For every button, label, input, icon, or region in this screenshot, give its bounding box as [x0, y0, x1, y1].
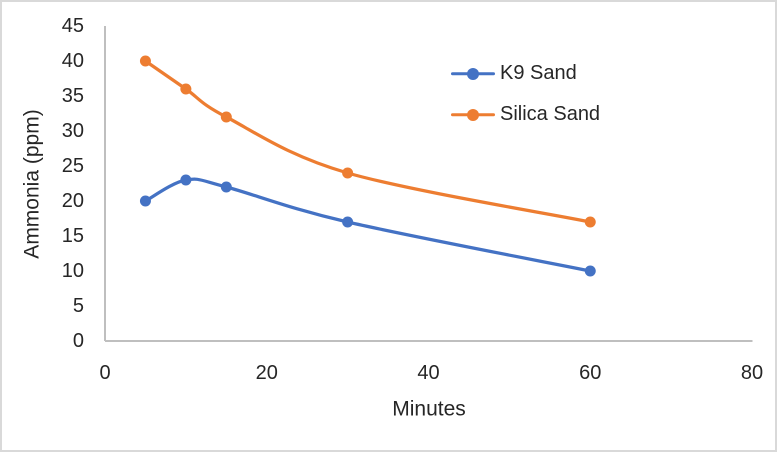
y-tick-label: 40 [62, 50, 84, 72]
legend-label: K9 Sand [500, 62, 577, 84]
x-tick-label: 60 [579, 362, 601, 384]
legend-item-silica-sand: Silica Sand [451, 100, 600, 129]
data-point-marker-k9-sand [180, 174, 192, 186]
y-tick-label: 5 [73, 295, 84, 317]
x-tick-label: 80 [741, 362, 763, 384]
data-point-marker-silica-sand [584, 216, 596, 228]
legend-label: Silica Sand [500, 103, 601, 125]
y-tick-label: 10 [62, 260, 84, 282]
x-tick-label: 20 [256, 362, 278, 384]
legend-item-k9-sand: K9 Sand [451, 59, 600, 88]
data-point-marker-silica-sand [139, 55, 151, 67]
y-tick-label: 35 [62, 85, 84, 107]
x-tick-label: 40 [417, 362, 439, 384]
y-tick-label: 45 [62, 15, 84, 37]
data-point-marker-silica-sand [220, 111, 232, 123]
series-line-k9-sand [143, 177, 592, 273]
y-tick-label: 30 [62, 120, 84, 142]
y-axis-title: Ammonia (ppm) [20, 109, 44, 259]
y-tick-label: 25 [62, 155, 84, 177]
data-point-marker-k9-sand [220, 181, 232, 193]
data-point-marker-silica-sand [342, 167, 354, 179]
data-point-marker-silica-sand [180, 83, 192, 95]
x-tick-label: 0 [99, 362, 110, 384]
data-point-marker-k9-sand [139, 195, 151, 207]
x-axis-title: Minutes [392, 397, 466, 421]
legend-line-marker-icon [451, 100, 495, 129]
y-tick-label: 20 [62, 190, 84, 212]
y-tick-label: 15 [62, 225, 84, 247]
legend-line-marker-icon [451, 59, 495, 88]
legend: K9 Sand Silica Sand [451, 59, 600, 129]
data-point-marker-k9-sand [342, 216, 354, 228]
y-tick-label: 0 [73, 330, 84, 352]
data-point-marker-k9-sand [584, 265, 596, 277]
